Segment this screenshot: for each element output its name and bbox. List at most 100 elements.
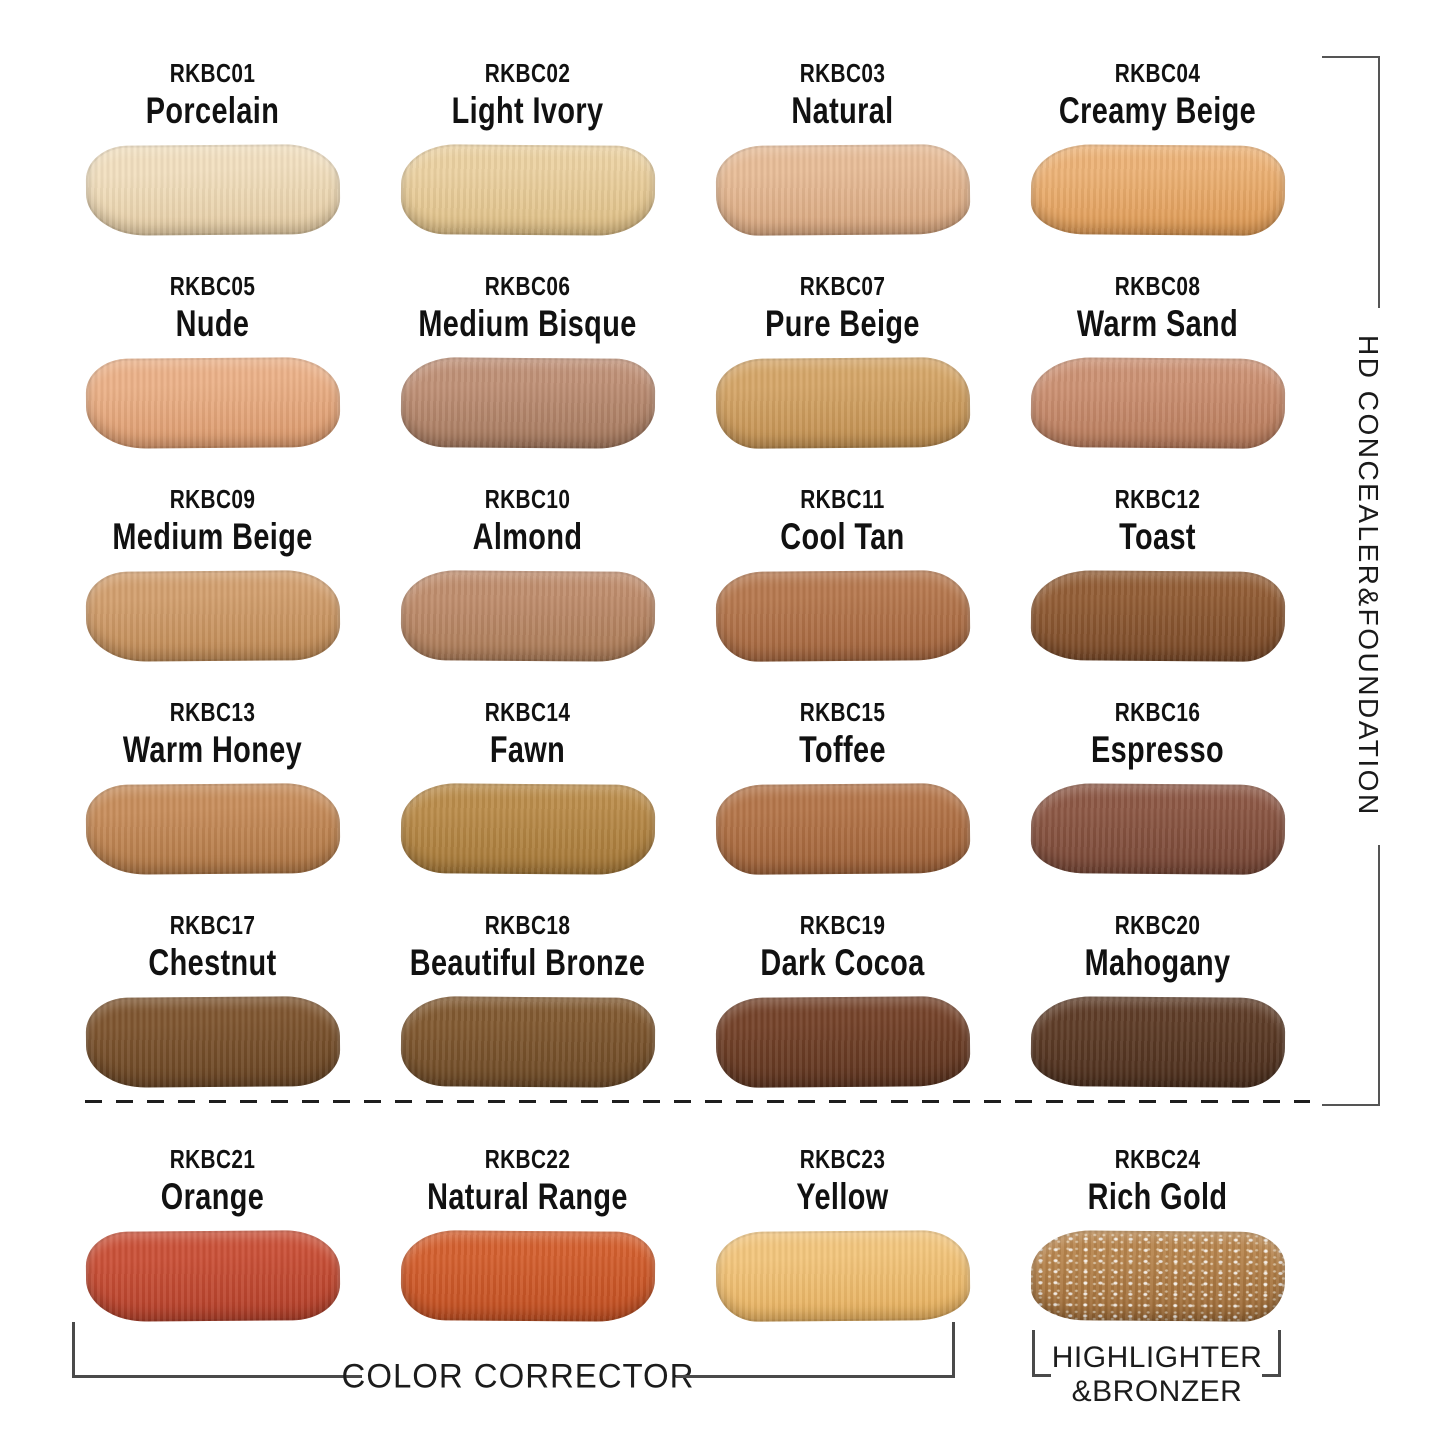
highlighter-bracket-right-corner xyxy=(1262,1330,1281,1377)
shade-cell: RKBC15 Toffee xyxy=(685,681,1000,894)
shade-cell: RKBC08 Warm Sand xyxy=(1000,255,1315,468)
shade-code: RKBC04 xyxy=(1114,58,1201,88)
dashed-divider xyxy=(85,1100,1310,1103)
shade-code: RKBC12 xyxy=(1114,484,1201,514)
shade-swatch xyxy=(85,144,340,236)
shade-code: RKBC23 xyxy=(799,1144,886,1174)
highlighter-label-line2: &BRONZER xyxy=(1071,1375,1243,1408)
shade-cell: RKBC09 Medium Beige xyxy=(55,468,370,681)
shade-cell: RKBC13 Warm Honey xyxy=(55,681,370,894)
shade-swatch xyxy=(400,570,655,662)
shade-code: RKBC24 xyxy=(1114,1144,1201,1174)
shade-cell: RKBC03 Natural xyxy=(685,42,1000,255)
shade-cell: RKBC11 Cool Tan xyxy=(685,468,1000,681)
shade-code: RKBC08 xyxy=(1114,271,1201,301)
shade-name: Chestnut xyxy=(148,942,277,983)
shade-code: RKBC11 xyxy=(800,484,885,514)
shade-name: Nude xyxy=(175,303,250,344)
group-label-highlighter-bronzer: HIGHLIGHTER &BRONZER xyxy=(1052,1341,1263,1409)
shade-code: RKBC18 xyxy=(484,910,571,940)
shade-code: RKBC16 xyxy=(1114,697,1201,727)
shade-code: RKBC03 xyxy=(799,58,886,88)
shade-code: RKBC22 xyxy=(484,1144,571,1174)
shade-swatch xyxy=(1030,996,1285,1088)
color-corrector-bracket-left-tick xyxy=(72,1322,75,1378)
shade-code: RKBC21 xyxy=(169,1144,256,1174)
shade-cell: RKBC07 Pure Beige xyxy=(685,255,1000,468)
shade-cell: RKBC23 Yellow xyxy=(685,1128,1000,1341)
concealer-foundation-grid: RKBC01 Porcelain RKBC02 Light Ivory RKBC… xyxy=(55,42,1315,1107)
shade-name: Orange xyxy=(160,1176,265,1217)
shade-swatch xyxy=(400,144,655,236)
color-corrector-bracket-right-tick xyxy=(952,1322,955,1378)
shade-swatch xyxy=(715,1230,970,1322)
shade-cell: RKBC10 Almond xyxy=(370,468,685,681)
shade-swatch xyxy=(1030,144,1285,236)
shade-cell: RKBC16 Espresso xyxy=(1000,681,1315,894)
group-label-text: HD CONCEALER&FOUNDATION xyxy=(1353,334,1384,817)
shade-code: RKBC10 xyxy=(484,484,571,514)
shade-swatch xyxy=(400,1230,655,1322)
shade-swatch xyxy=(1030,783,1285,875)
shade-code: RKBC19 xyxy=(799,910,886,940)
right-bracket-top-segment xyxy=(1322,56,1380,308)
highlighter-bracket-left-corner xyxy=(1032,1330,1051,1377)
shade-cell: RKBC12 Toast xyxy=(1000,468,1315,681)
shade-name: Warm Honey xyxy=(122,729,303,770)
shade-code: RKBC15 xyxy=(799,697,886,727)
corrector-highlighter-grid: RKBC21 Orange RKBC22 Natural Range RKBC2… xyxy=(55,1128,1315,1341)
shade-name: Medium Beige xyxy=(112,516,313,557)
shade-name: Beautiful Bronze xyxy=(409,942,646,983)
shade-name: Warm Sand xyxy=(1076,303,1239,344)
shade-cell: RKBC21 Orange xyxy=(55,1128,370,1341)
shade-swatch xyxy=(400,996,655,1088)
shade-swatch xyxy=(400,783,655,875)
shade-cell: RKBC22 Natural Range xyxy=(370,1128,685,1341)
shade-cell: RKBC24 Rich Gold xyxy=(1000,1128,1315,1341)
shade-code: RKBC05 xyxy=(169,271,256,301)
shade-swatch xyxy=(1030,1230,1285,1322)
shade-code: RKBC13 xyxy=(169,697,256,727)
shade-cell: RKBC19 Dark Cocoa xyxy=(685,894,1000,1107)
shade-code: RKBC01 xyxy=(169,58,256,88)
shade-cell: RKBC04 Creamy Beige xyxy=(1000,42,1315,255)
shade-name: Toffee xyxy=(799,729,886,770)
shade-name: Cool Tan xyxy=(780,516,905,557)
shade-name: Light Ivory xyxy=(451,90,604,131)
shade-cell: RKBC18 Beautiful Bronze xyxy=(370,894,685,1107)
shade-cell: RKBC02 Light Ivory xyxy=(370,42,685,255)
shade-name: Fawn xyxy=(489,729,566,770)
shade-swatch xyxy=(1030,357,1285,449)
shade-name: Porcelain xyxy=(145,90,280,131)
shade-code: RKBC20 xyxy=(1114,910,1201,940)
shade-name: Natural Range xyxy=(427,1176,628,1217)
shade-name: Creamy Beige xyxy=(1058,90,1257,131)
shade-name: Mahogany xyxy=(1084,942,1231,983)
shade-swatch xyxy=(400,357,655,449)
shade-cell: RKBC17 Chestnut xyxy=(55,894,370,1107)
shade-name: Medium Bisque xyxy=(418,303,637,344)
shade-cell: RKBC05 Nude xyxy=(55,255,370,468)
shade-name: Rich Gold xyxy=(1087,1176,1228,1217)
shade-swatch xyxy=(85,570,340,662)
shade-swatch xyxy=(85,783,340,875)
shade-swatch xyxy=(1030,570,1285,662)
shade-cell: RKBC06 Medium Bisque xyxy=(370,255,685,468)
shade-cell: RKBC14 Fawn xyxy=(370,681,685,894)
shade-name: Dark Cocoa xyxy=(760,942,925,983)
shade-cell: RKBC20 Mahogany xyxy=(1000,894,1315,1107)
shade-code: RKBC09 xyxy=(169,484,256,514)
shade-code: RKBC02 xyxy=(484,58,571,88)
shade-name: Espresso xyxy=(1090,729,1225,770)
shade-swatch xyxy=(85,1230,340,1322)
shade-swatch xyxy=(715,783,970,875)
shade-swatch xyxy=(715,996,970,1088)
group-label-hd-concealer-foundation: HD CONCEALER&FOUNDATION xyxy=(1338,306,1398,845)
highlighter-label-line1: HIGHLIGHTER xyxy=(1051,1341,1263,1374)
color-corrector-bracket-right-line xyxy=(676,1375,952,1378)
shade-code: RKBC07 xyxy=(799,271,886,301)
shade-swatch xyxy=(715,144,970,236)
shade-name: Almond xyxy=(472,516,583,557)
group-label-color-corrector: COLOR CORRECTOR xyxy=(341,1357,695,1396)
